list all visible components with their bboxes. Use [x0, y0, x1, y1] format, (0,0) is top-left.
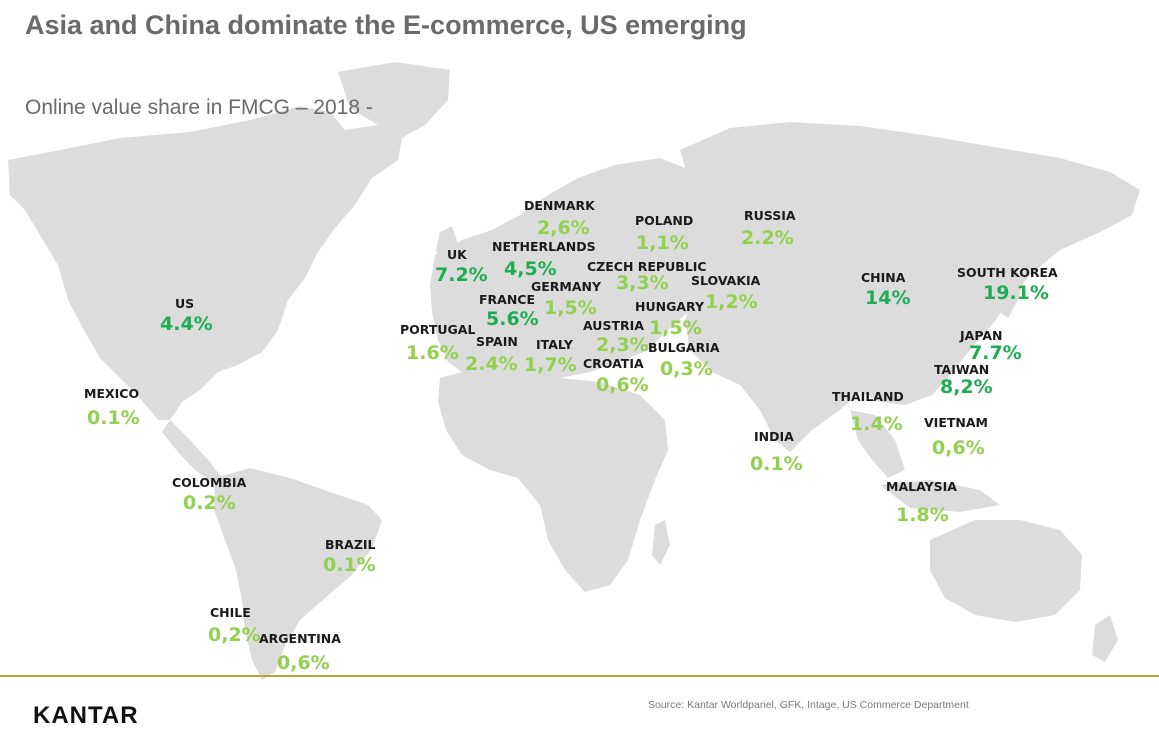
country-label-taiwan: TAIWAN — [934, 362, 990, 377]
country-label-colombia: COLOMBIA — [172, 475, 247, 490]
country-value-portugal: 1.6% — [406, 342, 459, 364]
uk-landmass — [436, 226, 458, 266]
page-subtitle: Online value share in FMCG – 2018 - — [25, 96, 373, 119]
country-label-austria: AUSTRIA — [583, 318, 644, 333]
country-label-vietnam: VIETNAM — [924, 415, 988, 430]
country-value-austria: 2,3% — [596, 334, 649, 356]
kantar-logo: KANTAR — [33, 702, 139, 729]
country-label-bulgaria: BULGARIA — [648, 340, 720, 355]
australia-landmass — [930, 520, 1082, 622]
country-label-portugal: PORTUGAL — [400, 322, 476, 337]
country-label-india: INDIA — [754, 429, 794, 444]
greenland-landmass — [338, 62, 450, 140]
country-label-spain: SPAIN — [476, 334, 518, 349]
country-value-spain: 2.4% — [465, 353, 518, 375]
country-value-hungary: 1,5% — [649, 317, 702, 339]
country-label-croatia: CROATIA — [583, 356, 644, 371]
country-label-germany: GERMANY — [531, 279, 602, 294]
country-label-slovakia: SLOVAKIA — [691, 273, 761, 288]
country-value-italy: 1,7% — [524, 354, 577, 376]
country-label-malaysia: MALAYSIA — [886, 479, 957, 494]
footer-divider — [0, 675, 1159, 677]
southeast-asia-landmass — [850, 410, 905, 478]
country-value-us: 4.4% — [160, 313, 213, 335]
country-label-czech-republic: CZECH REPUBLIC — [587, 259, 707, 274]
country-value-slovakia: 1,2% — [705, 291, 758, 313]
country-value-uk: 7.2% — [435, 264, 488, 286]
new-zealand-landmass — [1092, 615, 1118, 662]
country-value-south-korea: 19.1% — [983, 282, 1049, 304]
country-value-germany: 1,5% — [544, 297, 597, 319]
country-value-chile: 0,2% — [208, 624, 261, 646]
country-label-japan: JAPAN — [960, 328, 1003, 343]
country-value-denmark: 2,6% — [537, 217, 590, 239]
asia-landmass — [680, 122, 1140, 452]
country-value-malaysia: 1.8% — [896, 504, 949, 526]
africa-landmass — [438, 368, 668, 592]
country-label-argentina: ARGENTINA — [259, 631, 341, 646]
country-value-bulgaria: 0,3% — [660, 358, 713, 380]
europe-landmass — [430, 158, 705, 384]
country-value-czech-republic: 3,3% — [616, 272, 669, 294]
madagascar-landmass — [652, 520, 670, 565]
japan-landmass — [1000, 250, 1025, 318]
country-label-thailand: THAILAND — [832, 389, 904, 404]
country-value-vietnam: 0,6% — [932, 437, 985, 459]
country-label-italy: ITALY — [536, 337, 573, 352]
country-value-taiwan: 8,2% — [940, 376, 993, 398]
country-value-china: 14% — [865, 287, 911, 309]
country-value-netherlands: 4,5% — [504, 258, 557, 280]
country-value-croatia: 0,6% — [596, 374, 649, 396]
central-america-landmass — [162, 420, 222, 482]
country-value-france: 5.6% — [486, 308, 539, 330]
source-note: Source: Kantar Worldpanel, GFK, Intage, … — [648, 699, 969, 711]
country-value-mexico: 0.1% — [87, 407, 140, 429]
country-label-uk: UK — [447, 247, 467, 262]
country-label-france: FRANCE — [479, 292, 536, 307]
country-label-poland: POLAND — [635, 213, 694, 228]
indonesia-landmass — [880, 480, 1000, 512]
country-value-colombia: 0.2% — [183, 492, 236, 514]
country-label-mexico: MEXICO — [84, 386, 140, 401]
country-label-chile: CHILE — [210, 605, 251, 620]
country-value-thailand: 1.4% — [850, 413, 903, 435]
country-value-poland: 1,1% — [636, 232, 689, 254]
country-value-argentina: 0,6% — [277, 652, 330, 674]
country-label-china: CHINA — [861, 270, 906, 285]
country-label-brazil: BRAZIL — [325, 537, 376, 552]
country-value-brazil: 0.1% — [323, 554, 376, 576]
country-label-south-korea: SOUTH KOREA — [957, 265, 1058, 280]
page-title: Asia and China dominate the E-commerce, … — [25, 10, 747, 40]
country-label-denmark: DENMARK — [524, 198, 595, 213]
north-america-landmass — [8, 106, 402, 420]
country-label-netherlands: NETHERLANDS — [492, 239, 596, 254]
country-label-hungary: HUNGARY — [635, 299, 705, 314]
country-value-russia: 2.2% — [741, 227, 794, 249]
country-label-russia: RUSSIA — [744, 208, 796, 223]
south-america-landmass — [214, 468, 382, 680]
country-value-india: 0.1% — [750, 453, 803, 475]
country-value-japan: 7.7% — [969, 342, 1022, 364]
country-label-us: US — [175, 296, 195, 311]
